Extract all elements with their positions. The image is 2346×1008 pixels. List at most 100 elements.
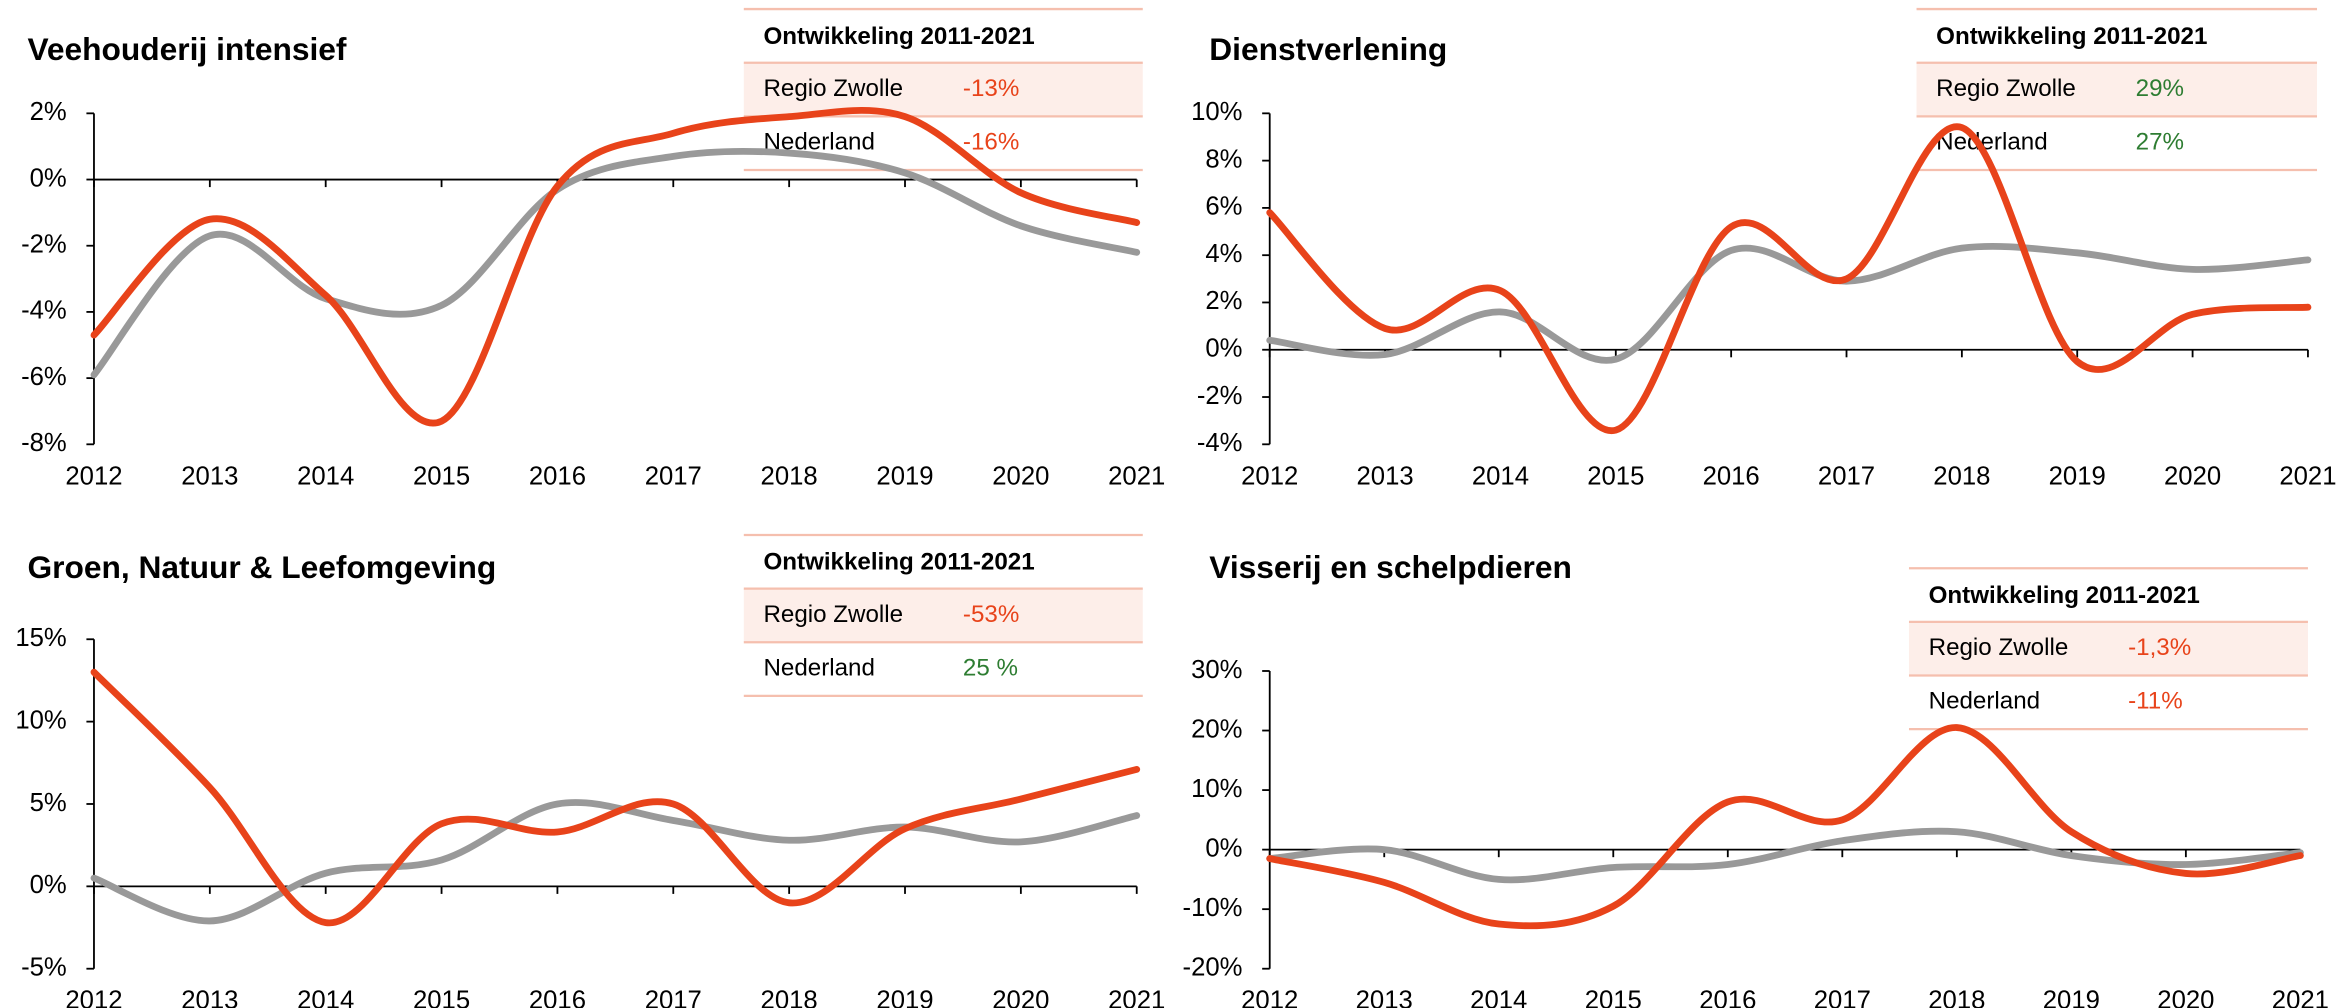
- x-tick-label: 2018: [761, 987, 818, 1008]
- x-tick-label: 2017: [645, 987, 702, 1008]
- series-line: [90, 668, 1141, 927]
- y-tick-label: 20%: [1191, 715, 1242, 743]
- table-title: Ontwikkeling 2011-2021: [1929, 582, 2200, 609]
- table-label: Regio Zwolle: [763, 601, 903, 628]
- x-tick-label: 2020: [992, 987, 1049, 1008]
- chart-title: Visserij en schelpdieren: [1209, 549, 1572, 585]
- x-tick-label: 2014: [1470, 987, 1527, 1008]
- chart: Veehouderij intensief Ontwikkeling 2011-2…: [21, 7, 1165, 490]
- x-tick-label: 2019: [2043, 987, 2100, 1008]
- y-tick-label: 10%: [15, 706, 66, 734]
- x-tick-label: 2012: [65, 462, 122, 490]
- x-tick-label: 2014: [297, 462, 354, 490]
- y-tick-label: 0%: [30, 164, 67, 192]
- table-label: Nederland: [1936, 129, 2047, 156]
- x-tick-label: 2016: [529, 987, 586, 1008]
- x-tick-label: 2013: [181, 462, 238, 490]
- chart-title: Groen, Natuur & Leefomgeving: [27, 549, 496, 585]
- x-tick-label: 2012: [1241, 987, 1298, 1008]
- table-title: Ontwikkeling 2011-2021: [763, 23, 1034, 50]
- chart: Groen, Natuur & Leefomgeving Ontwikkeling…: [15, 533, 1165, 1008]
- x-tick-label: 2012: [65, 987, 122, 1008]
- table-value: 27%: [2136, 129, 2184, 156]
- y-tick-label: 8%: [1205, 145, 1242, 173]
- y-tick-label: 0%: [1205, 834, 1242, 862]
- y-tick-label: 15%: [15, 624, 66, 652]
- series-line: [1266, 123, 2312, 434]
- y-tick-label: 30%: [1191, 656, 1242, 684]
- x-tick-label: 2013: [181, 987, 238, 1008]
- x-tick-label: 2015: [1585, 987, 1642, 1008]
- table-title: Ontwikkeling 2011-2021: [763, 549, 1034, 576]
- y-tick-label: 5%: [30, 789, 67, 817]
- x-tick-label: 2015: [413, 462, 470, 490]
- x-tick-label: 2020: [992, 462, 1049, 490]
- x-tick-label: 2018: [1933, 462, 1990, 490]
- x-tick-label: 2016: [1703, 462, 1760, 490]
- table-title: Ontwikkeling 2011-2021: [1936, 23, 2207, 50]
- x-tick-label: 2016: [529, 462, 586, 490]
- table-value: 25 %: [963, 654, 1018, 681]
- y-tick-label: -5%: [21, 953, 67, 981]
- chart-title: Dienstverlening: [1209, 31, 1447, 67]
- series-line: [90, 147, 1141, 379]
- chart: Dienstverlening Ontwikkeling 2011-2021 Reg…: [1191, 7, 2337, 490]
- table-label: Regio Zwolle: [1929, 634, 2069, 661]
- y-tick-label: 4%: [1205, 240, 1242, 268]
- table-value: -1,3%: [2128, 634, 2191, 661]
- y-tick-label: -2%: [21, 231, 67, 259]
- y-tick-label: -2%: [1197, 382, 1243, 410]
- series-line: [1266, 827, 2304, 884]
- y-tick-label: 0%: [1205, 335, 1242, 363]
- table-row-bg: [1916, 62, 2318, 117]
- table-value: -53%: [963, 601, 1019, 628]
- x-tick-label: 2017: [1818, 462, 1875, 490]
- chart-title: Veehouderij intensief: [27, 31, 346, 67]
- x-tick-label: 2019: [876, 987, 933, 1008]
- y-tick-label: -4%: [21, 297, 67, 325]
- table-row-bg: [743, 588, 1143, 643]
- table-label: Regio Zwolle: [1936, 75, 2076, 102]
- x-tick-label: 2021: [1108, 462, 1165, 490]
- table-value: -13%: [963, 75, 1019, 102]
- y-tick-label: 6%: [1205, 193, 1242, 221]
- x-tick-label: 2014: [1472, 462, 1529, 490]
- x-tick-label: 2021: [1108, 987, 1165, 1008]
- chart: Visserij en schelpdieren Ontwikkeling 201…: [1183, 549, 2329, 1008]
- table-label: Nederland: [763, 654, 874, 681]
- x-tick-label: 2020: [2164, 462, 2221, 490]
- table-label: Nederland: [1929, 688, 2040, 715]
- x-tick-label: 2015: [413, 987, 470, 1008]
- x-tick-label: 2021: [2279, 462, 2336, 490]
- x-tick-label: 2021: [2272, 987, 2329, 1008]
- table-value: -11%: [2128, 688, 2183, 715]
- table-value: -16%: [963, 129, 1019, 156]
- y-tick-label: 10%: [1191, 775, 1242, 803]
- y-tick-label: 2%: [30, 98, 67, 126]
- y-tick-label: -10%: [1183, 894, 1243, 922]
- x-tick-label: 2018: [1928, 987, 1985, 1008]
- table-row-bg: [1908, 621, 2308, 676]
- y-tick-label: -6%: [21, 363, 67, 391]
- series-line: [1266, 724, 2304, 930]
- x-tick-label: 2014: [297, 987, 354, 1008]
- x-tick-label: 2015: [1587, 462, 1644, 490]
- y-tick-label: -8%: [21, 429, 67, 457]
- x-tick-label: 2019: [876, 462, 933, 490]
- x-tick-label: 2013: [1356, 987, 1413, 1008]
- table-value: 29%: [2136, 75, 2184, 102]
- x-tick-label: 2012: [1241, 462, 1298, 490]
- series-line: [90, 106, 1141, 427]
- y-tick-label: -20%: [1183, 953, 1243, 981]
- series-line: [1266, 242, 2312, 364]
- y-tick-label: 0%: [30, 871, 67, 899]
- x-tick-label: 2019: [2049, 462, 2106, 490]
- x-tick-label: 2017: [1814, 987, 1871, 1008]
- x-tick-label: 2016: [1699, 987, 1756, 1008]
- x-tick-label: 2017: [645, 462, 702, 490]
- y-tick-label: -4%: [1197, 429, 1243, 457]
- series-line: [90, 799, 1141, 925]
- x-tick-label: 2020: [2157, 987, 2214, 1008]
- x-tick-label: 2013: [1356, 462, 1413, 490]
